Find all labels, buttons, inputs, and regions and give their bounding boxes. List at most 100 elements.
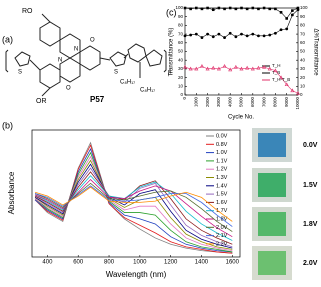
legend-label: 2.0V xyxy=(216,225,228,231)
marker xyxy=(211,35,215,39)
marker xyxy=(199,64,204,68)
film xyxy=(258,133,286,157)
x-tick-label: 800 xyxy=(104,260,115,266)
series-line xyxy=(34,144,233,254)
marker xyxy=(234,35,238,39)
series-line xyxy=(34,182,233,232)
series-line xyxy=(34,175,233,241)
marker xyxy=(228,67,233,72)
marker xyxy=(274,31,277,35)
y2-tick-label: 60 xyxy=(300,40,306,45)
marker xyxy=(233,64,238,69)
marker xyxy=(267,66,272,71)
atom: N xyxy=(58,58,62,64)
legend-label: 2.2V xyxy=(216,241,228,247)
atom: N xyxy=(74,47,78,53)
x-axis-title: Cycle No. xyxy=(228,115,254,121)
marker xyxy=(194,66,199,71)
marker xyxy=(195,6,198,10)
marker xyxy=(262,34,266,38)
marker xyxy=(194,32,198,36)
legend-label: 1.8V xyxy=(216,216,228,222)
chain: C₈H₁₇ xyxy=(120,80,135,86)
marker xyxy=(279,11,283,14)
marker xyxy=(285,17,288,20)
marker xyxy=(205,66,210,71)
marker xyxy=(239,66,244,71)
y-tick-label: 0 xyxy=(180,92,183,97)
atom: S xyxy=(18,70,22,76)
x-tick-label: 5000 xyxy=(239,97,244,108)
y2-tick-label: 70 xyxy=(300,31,306,36)
marker xyxy=(228,6,232,10)
panel-label: (b) xyxy=(2,120,13,130)
x-tick-label: 10000 xyxy=(295,97,300,110)
marker xyxy=(211,65,216,70)
y-axis-title: Absorbance xyxy=(7,171,16,214)
marker xyxy=(257,7,260,11)
marker xyxy=(279,28,283,32)
y2-tick-label: 20 xyxy=(300,75,306,80)
legend-label: 1.4V xyxy=(216,183,228,189)
y2-tick-label: 80 xyxy=(300,23,306,28)
atom: O xyxy=(66,86,71,92)
marker xyxy=(182,64,188,69)
y2-tick-label: 50 xyxy=(300,49,306,54)
marker xyxy=(257,34,260,38)
marker xyxy=(296,8,300,12)
panel-label: (c) xyxy=(166,7,177,17)
marker xyxy=(262,64,267,69)
marker xyxy=(268,7,272,11)
marker xyxy=(245,65,250,70)
film xyxy=(258,173,286,197)
legend-label: 1.5V xyxy=(216,192,228,198)
x-axis-title: Wavelength (nm) xyxy=(106,270,167,279)
marker xyxy=(268,33,272,37)
marker xyxy=(183,6,187,10)
x-tick-label: 8000 xyxy=(273,97,278,108)
atom: S xyxy=(114,70,118,76)
photo-label: 0.0V xyxy=(303,142,318,149)
y2-tick-label: 30 xyxy=(300,66,306,71)
y-tick-label: 40 xyxy=(178,57,184,62)
marker xyxy=(223,7,226,11)
marker xyxy=(250,66,255,71)
legend-label: T_H-T_B xyxy=(272,77,290,82)
photo-label: 1.5V xyxy=(303,182,318,189)
marker xyxy=(189,7,192,11)
marker xyxy=(279,75,284,80)
series-line xyxy=(34,178,233,238)
legend-label: 1.0V xyxy=(216,150,228,156)
substituent: RO xyxy=(22,8,33,15)
marker xyxy=(251,32,255,36)
marker xyxy=(240,32,243,36)
x-tick-label: 6000 xyxy=(250,97,255,108)
series-line xyxy=(184,65,299,94)
marker xyxy=(251,6,255,10)
repeat: n xyxy=(168,70,171,76)
photo-label: 2.0V xyxy=(303,260,318,267)
substituent: OR xyxy=(36,98,47,105)
marker xyxy=(262,6,266,10)
x-tick-label: 1000 xyxy=(133,260,147,266)
marker xyxy=(290,88,295,93)
y-tick-label: 90 xyxy=(178,14,184,19)
y2-tick-label: 90 xyxy=(300,14,306,19)
marker xyxy=(296,6,300,10)
legend-label: 0.0V xyxy=(216,133,228,139)
y-tick-label: 60 xyxy=(178,40,184,45)
legend-label: 1.7V xyxy=(216,208,228,214)
chain: C₈H₁₇ xyxy=(140,88,155,94)
structure xyxy=(5,13,167,97)
marker xyxy=(228,31,232,35)
x-tick-label: 400 xyxy=(42,260,53,266)
marker xyxy=(295,91,301,95)
x-tick-label: 9000 xyxy=(284,97,289,108)
marker xyxy=(240,6,243,10)
legend-label: 1.2V xyxy=(216,167,228,173)
marker xyxy=(216,66,221,71)
y-axis-title: Transmittance (%) xyxy=(169,28,175,77)
series-line xyxy=(34,186,233,222)
marker xyxy=(245,34,249,38)
